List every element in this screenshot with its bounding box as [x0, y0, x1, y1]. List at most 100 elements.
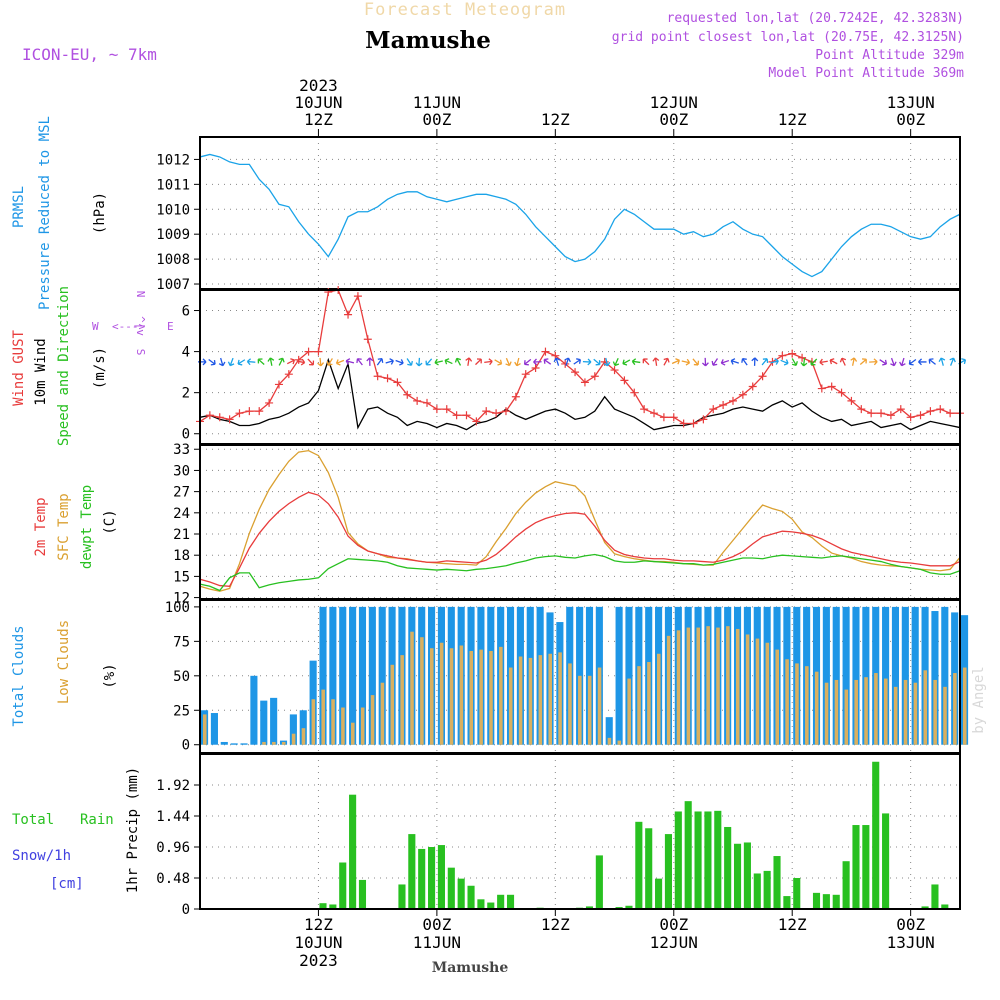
wind-direction-arrow: [434, 358, 443, 366]
wind-arrow-shape: [928, 358, 936, 365]
wind-arrow-shape: [741, 357, 748, 366]
wind-tick-label: 6: [182, 304, 190, 320]
wind-arrow-shape: [286, 358, 296, 365]
wind-direction-arrow: [425, 358, 433, 366]
wind-gust-marker: [886, 411, 895, 420]
wind-arrow-shape: [444, 358, 453, 365]
wind-arrow-shape: [899, 357, 906, 367]
bottom-time-label: 00Z: [659, 915, 688, 934]
wind-gust-marker: [788, 349, 797, 358]
wind-arrow-shape: [296, 358, 306, 366]
wind-arrow-shape: [819, 358, 828, 366]
wind-arrow-shape: [879, 359, 888, 366]
wind-direction-arrow: [692, 358, 700, 366]
total-cloud-bar: [319, 606, 327, 745]
low-cloud-bar: [597, 667, 602, 745]
wind-arrow-shape: [780, 359, 789, 366]
wind-arrow-shape: [918, 358, 927, 366]
wind-arrow-shape: [593, 358, 601, 366]
wind-gust-marker: [561, 359, 570, 368]
clouds-tick-label: 50: [173, 669, 190, 685]
low-cloud-bar: [735, 628, 740, 745]
wind-gust-marker: [383, 374, 392, 383]
wind-direction-arrow: [711, 358, 719, 366]
wind-gust-marker: [590, 372, 599, 381]
location-title: Mamushe: [365, 27, 491, 54]
low-cloud-bar: [202, 714, 207, 745]
rain-bar: [358, 879, 367, 909]
low-cloud-bar: [765, 642, 770, 745]
wind-arrow-shape: [829, 358, 838, 365]
rain-bar: [812, 892, 821, 909]
low-cloud-bar: [775, 649, 779, 745]
wind-direction-arrow: [751, 357, 759, 366]
total-cloud-bar: [289, 714, 297, 745]
wind-gust-marker: [353, 292, 362, 301]
wind-direction-arrow: [741, 357, 748, 366]
total-cloud-bar: [605, 717, 613, 745]
wind-arrow-shape: [711, 358, 719, 366]
rain-bar: [428, 847, 436, 909]
cloud-labels: Total Clouds Low Clouds (%): [11, 620, 118, 727]
wind-arrow-shape: [278, 357, 285, 366]
clouds-tick-label: 75: [173, 634, 190, 650]
wind-gust-marker: [580, 378, 589, 387]
wind-direction-arrow: [890, 357, 897, 367]
top-time-label: 12Z: [304, 110, 333, 129]
low-cloud-bar: [568, 663, 572, 745]
wind-direction-arrow: [326, 358, 333, 366]
wind-gust-marker: [363, 335, 372, 344]
pressure-tick-label: 1010: [156, 202, 190, 218]
wind-direction-arrow: [494, 359, 503, 366]
temp-label-sfc: SFC Temp: [56, 493, 72, 560]
wind-arrow-shape: [692, 358, 700, 366]
bottom-time-label: 00Z: [896, 915, 925, 934]
rain-bar: [704, 811, 712, 909]
cloud-label-total: Total Clouds: [11, 625, 27, 726]
pressure-line: [199, 153, 961, 278]
low-cloud-bar: [380, 682, 385, 745]
wind-arrow-shape: [425, 358, 433, 366]
low-cloud-bar: [538, 655, 543, 745]
low-cloud-bar: [627, 678, 631, 745]
wind-direction-arrow: [671, 358, 681, 365]
low-cloud-bar: [291, 733, 296, 745]
bottom-time-label: 00Z: [422, 915, 451, 934]
model-altitude: Model Point Altitude 369m: [768, 66, 964, 81]
temperature-tick-label: 27: [173, 485, 190, 501]
low-cloud-bar: [696, 627, 701, 745]
wind-arrow-shape: [257, 358, 265, 366]
wind-speed-line: [199, 357, 961, 431]
temp-unit: (C): [102, 509, 118, 534]
wind-direction-arrow: [869, 358, 878, 366]
rain-bar: [872, 761, 880, 909]
wind-gust-marker: [235, 409, 244, 418]
rain-bar: [921, 906, 929, 909]
total-cloud-bar: [339, 606, 347, 745]
wind-tick-label: 0: [182, 427, 190, 443]
wind-arrow-shape: [671, 358, 681, 365]
low-cloud-bar: [410, 631, 414, 745]
wind-gust-marker: [205, 411, 214, 420]
low-cloud-bar: [331, 699, 335, 745]
rain-bar: [822, 894, 830, 909]
clouds-tick-label: 25: [173, 703, 190, 719]
wind-direction-arrow: [593, 358, 601, 366]
wind-arrow-shape: [208, 358, 216, 366]
wind-arrow-shape: [505, 357, 512, 367]
wind-gust-marker: [393, 378, 402, 387]
total-cloud-bar: [260, 700, 268, 745]
rain-bar: [743, 842, 751, 909]
low-cloud-bar: [647, 662, 651, 745]
compass-south: S: [134, 349, 147, 356]
low-cloud-bar: [518, 656, 523, 745]
pressure-tick-label: 1009: [156, 227, 190, 243]
wind-arrow-shape: [533, 358, 542, 366]
wind-arrow-shape: [395, 359, 404, 366]
rain-bar: [733, 843, 742, 909]
total-cloud-bar: [882, 606, 890, 745]
wind-arrow-shape: [949, 357, 956, 366]
low-cloud-bar: [903, 679, 908, 745]
compass-rose-legend: N ^|v S W <---> E: [92, 291, 174, 356]
